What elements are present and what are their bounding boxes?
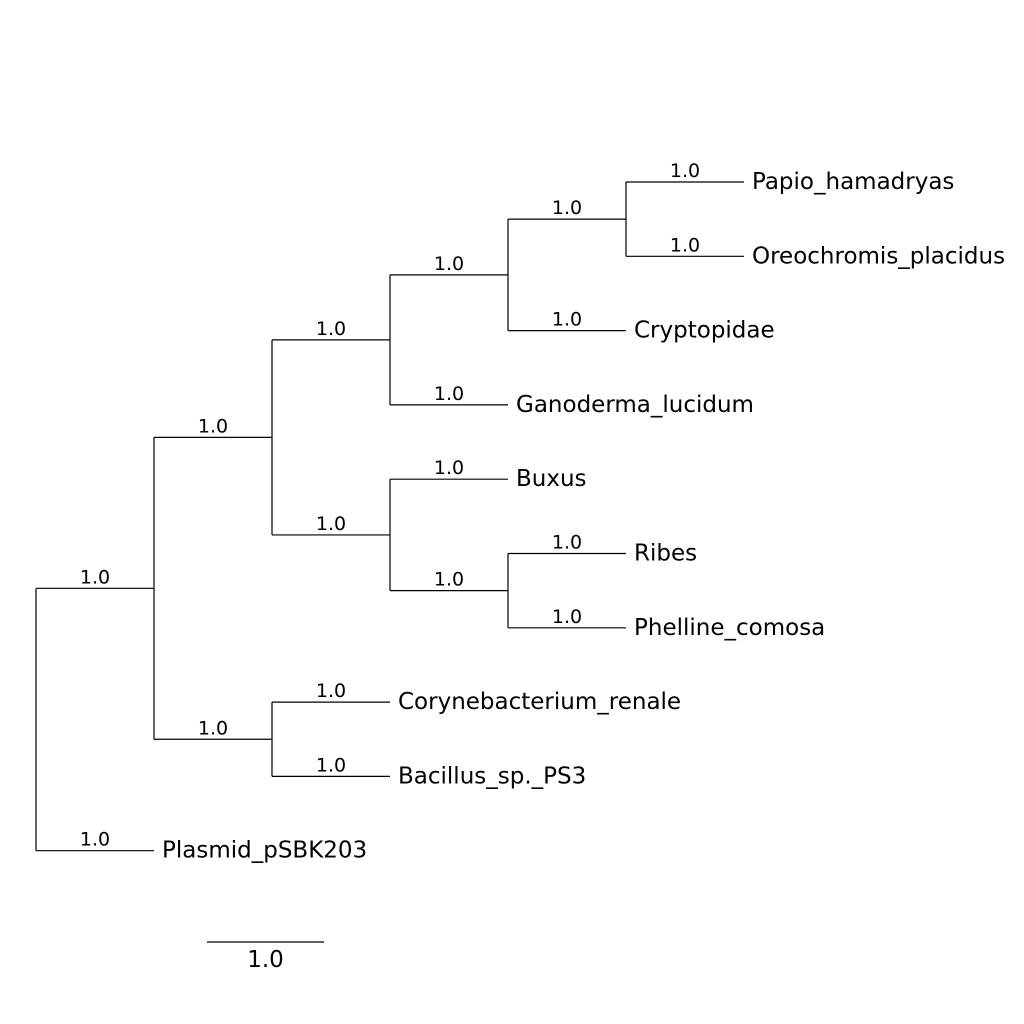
support-value-label: 1.0 bbox=[80, 829, 110, 851]
taxon-label: Plasmid_pSBK203 bbox=[162, 838, 367, 864]
taxon-label: Ganoderma_lucidum bbox=[516, 392, 754, 418]
taxon-label: Phelline_comosa bbox=[634, 615, 825, 641]
support-value-label: 1.0 bbox=[434, 253, 464, 275]
support-value-label: 1.0 bbox=[198, 415, 228, 437]
support-value-label: 1.0 bbox=[552, 197, 582, 219]
support-value-label: 1.0 bbox=[434, 383, 464, 405]
taxon-label: Ribes bbox=[634, 541, 697, 567]
support-value-label: 1.0 bbox=[552, 606, 582, 628]
tree-labels: 1.0 1.0 1.0 1.0 1.0 1.0 Papio_hamadryas 1.0 Oreo… bbox=[80, 160, 1005, 864]
support-value-label: 1.0 bbox=[80, 566, 110, 588]
support-value-label: 1.0 bbox=[434, 569, 464, 591]
taxon-label: Cryptopidae bbox=[634, 318, 775, 344]
support-value-label: 1.0 bbox=[670, 234, 700, 256]
support-value-label: 1.0 bbox=[198, 717, 228, 739]
taxon-label: Bacillus_sp._PS3 bbox=[398, 763, 586, 789]
taxon-label: Corynebacterium_renale bbox=[398, 689, 681, 715]
taxon-label: Oreochromis_placidus bbox=[752, 243, 1005, 269]
support-value-label: 1.0 bbox=[316, 318, 346, 340]
tree-branches bbox=[35, 181, 744, 852]
support-value-label: 1.0 bbox=[316, 754, 346, 776]
support-value-label: 1.0 bbox=[316, 680, 346, 702]
support-value-label: 1.0 bbox=[434, 457, 464, 479]
support-value-label: 1.0 bbox=[316, 513, 346, 535]
taxon-label: Papio_hamadryas bbox=[752, 169, 954, 195]
support-value-label: 1.0 bbox=[552, 532, 582, 554]
scale-bar: 1.0 bbox=[207, 941, 324, 973]
support-value-label: 1.0 bbox=[670, 160, 700, 182]
scale-bar-label: 1.0 bbox=[247, 947, 284, 973]
taxon-label: Buxus bbox=[516, 466, 587, 492]
support-value-label: 1.0 bbox=[552, 309, 582, 331]
